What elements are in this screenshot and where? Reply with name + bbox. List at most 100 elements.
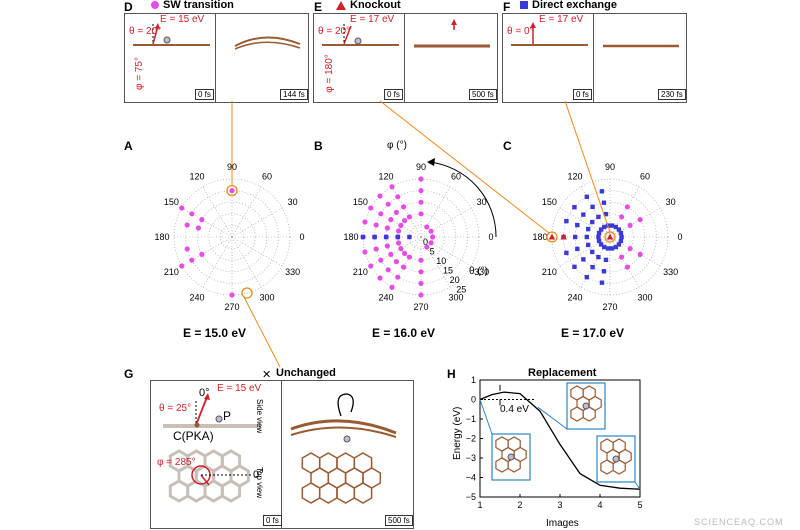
y-tick-label: −2 <box>466 434 476 444</box>
polar-angle-label: 150 <box>542 197 557 207</box>
polar-angle-label: 120 <box>189 171 204 181</box>
polar-spoke <box>559 207 611 238</box>
sw-point <box>377 193 383 199</box>
panel-letter-c: C <box>503 139 512 153</box>
y-tick-label: −5 <box>466 492 476 502</box>
exchange-point <box>572 264 577 270</box>
panel-e-time-0: 0 fs <box>384 89 403 100</box>
sw-point <box>377 275 383 281</box>
sw-point <box>395 240 402 246</box>
panel-letter-g: G <box>124 367 134 381</box>
panel-g-energy: E = 15 eV <box>217 383 262 394</box>
exchange-point <box>618 238 624 244</box>
panel-g-phi: φ = 285° <box>157 457 196 468</box>
polar-angle-label: 90 <box>605 162 615 172</box>
sw-point <box>398 222 404 228</box>
connector-line <box>243 296 281 368</box>
sw-point <box>378 211 384 217</box>
inset-lattice <box>570 385 602 422</box>
chart-ylabel: Energy (eV) <box>452 406 463 460</box>
sw-point <box>373 246 379 252</box>
sw-point <box>184 246 190 252</box>
theta-axis-label: θ (°) <box>469 266 488 277</box>
panel-f-time-1: 230 fs <box>658 89 686 100</box>
sw-point <box>368 263 374 269</box>
sw-point <box>378 257 384 263</box>
panel-d-structure <box>133 23 301 50</box>
phi-arrowhead <box>427 158 435 166</box>
polar-spoke <box>202 236 233 288</box>
inset-atom <box>582 402 590 410</box>
panel-c-caption: E = 17.0 eV <box>561 326 625 340</box>
exchange-point <box>575 246 580 252</box>
sw-point <box>406 254 412 260</box>
panel-g-p-label: P <box>223 409 232 423</box>
polar-angle-label: 240 <box>378 293 393 303</box>
sw-point <box>389 184 395 190</box>
polar-angle-label: 210 <box>353 267 368 277</box>
panel-letter-b: B <box>314 139 323 153</box>
panel-g-zero-top: 0° <box>199 387 210 399</box>
panel-d-time-0: 0 fs <box>195 89 214 100</box>
exchange-point <box>616 227 622 232</box>
sw-point <box>229 188 235 194</box>
exchange-point <box>407 234 412 240</box>
panel-d-title: SW transition <box>163 0 234 11</box>
polar-angle-label: 120 <box>378 171 393 181</box>
polar-ring <box>574 201 646 273</box>
polar-angle-label: 330 <box>663 267 678 277</box>
polar-angle-label: 270 <box>602 302 617 312</box>
panel-letter-f: F <box>503 0 511 14</box>
polar-ring <box>220 225 244 249</box>
exchange-point <box>395 234 400 240</box>
exchange-point <box>605 246 611 251</box>
sw-point <box>619 254 625 260</box>
panel-f-box: E = 17 eV θ = 0° 0 fs 230 fs <box>502 13 687 103</box>
sw-point <box>637 217 643 223</box>
phi-axis-label: φ (°) <box>387 140 407 151</box>
polar-angle-label: 210 <box>164 267 179 277</box>
panel-g-title: Unchanged <box>276 367 336 379</box>
sw-point <box>428 240 434 246</box>
panel-f-theta: θ = 0° <box>507 26 534 37</box>
exchange-point <box>603 211 609 217</box>
exchange-point <box>603 257 609 263</box>
panel-d-initial <box>125 14 216 102</box>
exchange-point <box>585 226 591 232</box>
panel-e-box: E = 17 eV θ = 20° φ = 180° 0 fs 500 fs <box>313 13 498 103</box>
sw-point <box>418 280 424 286</box>
panel-g-theta: θ = 25° <box>159 403 192 414</box>
polar-spoke <box>609 207 661 238</box>
sw-point <box>388 251 394 257</box>
polar-radial-label: 10 <box>436 256 446 266</box>
panel-e-time-1: 500 fs <box>469 89 497 100</box>
sw-point <box>624 204 631 210</box>
exchange-point <box>609 223 615 228</box>
polar-ring <box>196 201 268 273</box>
polar-radial-label: 5 <box>430 247 435 257</box>
sw-point <box>362 249 368 255</box>
polar-angle-label: 0 <box>299 232 304 242</box>
exchange-point <box>613 224 618 230</box>
sw-point <box>418 176 424 182</box>
inset-atom <box>507 453 515 461</box>
exchange-point <box>619 234 624 240</box>
panel-d-box: E = 15 eV θ = 20° φ = 75° 0 fs 144 fs <box>124 13 309 103</box>
knockout-marker-icon <box>336 1 346 10</box>
polar-spoke <box>202 186 233 238</box>
polar-radial-label: 15 <box>443 266 453 276</box>
polar-angle-label: 300 <box>448 293 463 303</box>
polar-angle-label: 0 <box>677 232 682 242</box>
panel-e-theta: θ = 20° <box>318 26 351 37</box>
panel-g-zero-side: 0° <box>253 469 264 481</box>
panel-e-structure <box>322 19 490 48</box>
sw-point <box>406 214 412 220</box>
x-tick-label: 2 <box>517 500 522 510</box>
sw-point <box>362 219 368 225</box>
polar-angle-label: 270 <box>224 302 239 312</box>
sw-point <box>395 228 402 234</box>
sw-point <box>179 205 185 211</box>
polar-angle-label: 60 <box>451 171 461 181</box>
lattice-hexagon <box>220 479 242 503</box>
